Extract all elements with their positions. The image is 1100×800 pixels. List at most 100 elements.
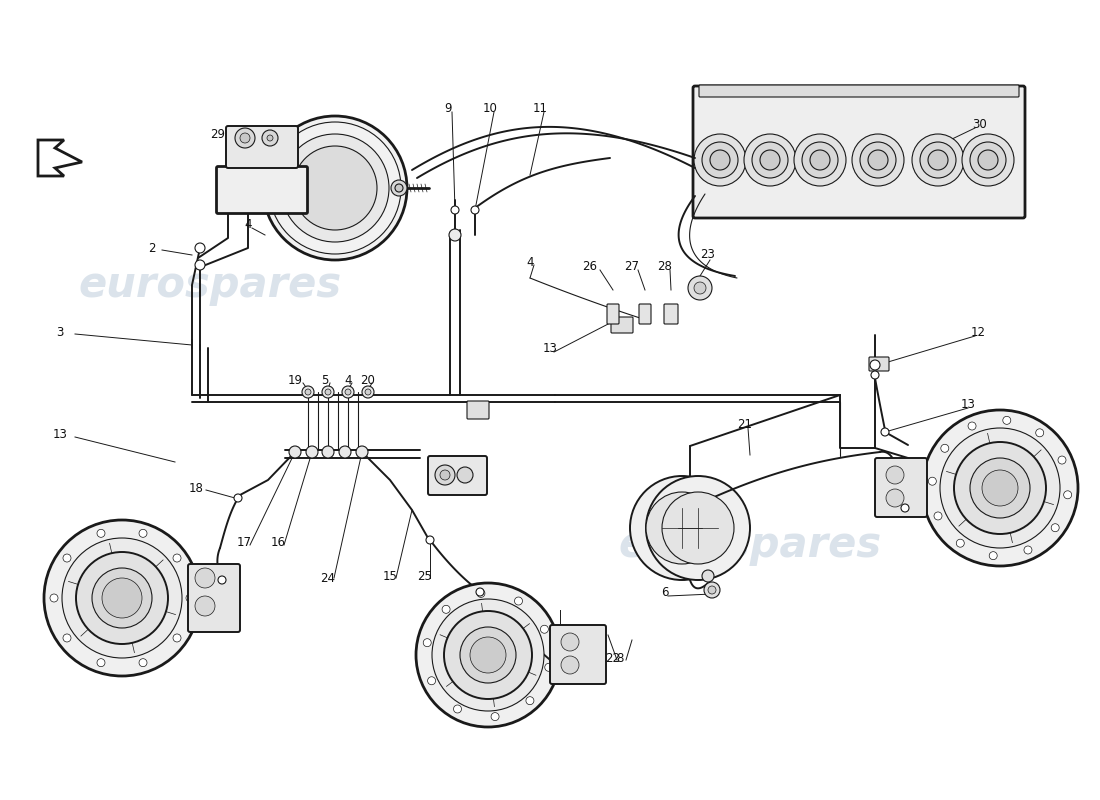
Circle shape: [922, 410, 1078, 566]
Circle shape: [978, 150, 998, 170]
Text: eurospares: eurospares: [618, 524, 881, 566]
Circle shape: [306, 446, 318, 458]
Circle shape: [1052, 524, 1059, 532]
Circle shape: [956, 539, 965, 547]
Circle shape: [920, 142, 956, 178]
FancyBboxPatch shape: [188, 564, 240, 632]
Circle shape: [476, 588, 484, 596]
Circle shape: [515, 597, 522, 605]
Circle shape: [428, 677, 436, 685]
Circle shape: [744, 134, 796, 186]
Circle shape: [1058, 456, 1066, 464]
Circle shape: [234, 494, 242, 502]
Circle shape: [195, 596, 214, 616]
Text: 18: 18: [188, 482, 204, 494]
Text: 26: 26: [583, 259, 597, 273]
Circle shape: [339, 446, 351, 458]
Circle shape: [982, 470, 1018, 506]
Circle shape: [195, 243, 205, 253]
Circle shape: [794, 134, 846, 186]
Circle shape: [63, 554, 72, 562]
Text: 20: 20: [361, 374, 375, 386]
Text: 8: 8: [616, 651, 624, 665]
FancyBboxPatch shape: [428, 456, 487, 495]
Text: 25: 25: [418, 570, 432, 582]
Circle shape: [989, 552, 998, 560]
Text: 4: 4: [244, 218, 252, 231]
Circle shape: [302, 386, 313, 398]
Circle shape: [460, 627, 516, 683]
Circle shape: [444, 611, 532, 699]
Text: 5: 5: [321, 374, 329, 386]
Text: 27: 27: [625, 259, 639, 273]
Circle shape: [195, 260, 205, 270]
Circle shape: [928, 150, 948, 170]
Circle shape: [694, 134, 746, 186]
Circle shape: [662, 492, 734, 564]
Circle shape: [970, 458, 1030, 518]
Text: 4: 4: [526, 255, 534, 269]
Circle shape: [702, 570, 714, 582]
Circle shape: [195, 568, 214, 588]
Circle shape: [544, 663, 553, 671]
Text: 21: 21: [737, 418, 752, 431]
Circle shape: [139, 530, 147, 538]
Circle shape: [50, 594, 58, 602]
Circle shape: [395, 184, 403, 192]
Circle shape: [912, 134, 964, 186]
Circle shape: [954, 442, 1046, 534]
Text: 20: 20: [571, 651, 585, 665]
Circle shape: [362, 386, 374, 398]
Circle shape: [491, 713, 499, 721]
Text: 17: 17: [236, 537, 252, 550]
Circle shape: [968, 422, 976, 430]
Circle shape: [940, 428, 1060, 548]
Circle shape: [235, 128, 255, 148]
Text: 13: 13: [960, 398, 976, 411]
Circle shape: [44, 520, 200, 676]
Text: 12: 12: [970, 326, 986, 338]
FancyBboxPatch shape: [468, 401, 490, 419]
Text: 2: 2: [148, 242, 156, 254]
Circle shape: [810, 150, 830, 170]
Circle shape: [449, 229, 461, 241]
Circle shape: [324, 389, 331, 395]
Text: 9: 9: [444, 102, 452, 114]
FancyBboxPatch shape: [874, 458, 927, 517]
Text: 22: 22: [605, 651, 620, 665]
Circle shape: [934, 512, 942, 520]
Text: 29: 29: [210, 129, 225, 142]
Circle shape: [442, 606, 450, 614]
Circle shape: [342, 386, 354, 398]
Text: 19: 19: [287, 374, 303, 386]
FancyBboxPatch shape: [607, 304, 619, 324]
Circle shape: [940, 444, 949, 452]
Circle shape: [173, 554, 182, 562]
Circle shape: [440, 470, 450, 480]
Circle shape: [262, 130, 278, 146]
Circle shape: [63, 634, 72, 642]
Circle shape: [710, 150, 730, 170]
Text: 3: 3: [56, 326, 64, 338]
FancyBboxPatch shape: [664, 304, 678, 324]
Circle shape: [305, 389, 311, 395]
FancyBboxPatch shape: [226, 126, 298, 168]
Circle shape: [962, 134, 1014, 186]
Circle shape: [424, 638, 431, 646]
Circle shape: [322, 386, 334, 398]
Circle shape: [868, 150, 888, 170]
Circle shape: [267, 135, 273, 141]
Circle shape: [97, 658, 104, 666]
Circle shape: [646, 492, 718, 564]
Text: 24: 24: [320, 571, 336, 585]
Circle shape: [970, 142, 1007, 178]
Circle shape: [928, 478, 936, 486]
Text: 23: 23: [701, 249, 715, 262]
Circle shape: [704, 582, 720, 598]
Circle shape: [322, 446, 334, 458]
Circle shape: [852, 134, 904, 186]
Circle shape: [102, 578, 142, 618]
Circle shape: [186, 594, 194, 602]
Circle shape: [881, 428, 889, 436]
Circle shape: [434, 465, 455, 485]
